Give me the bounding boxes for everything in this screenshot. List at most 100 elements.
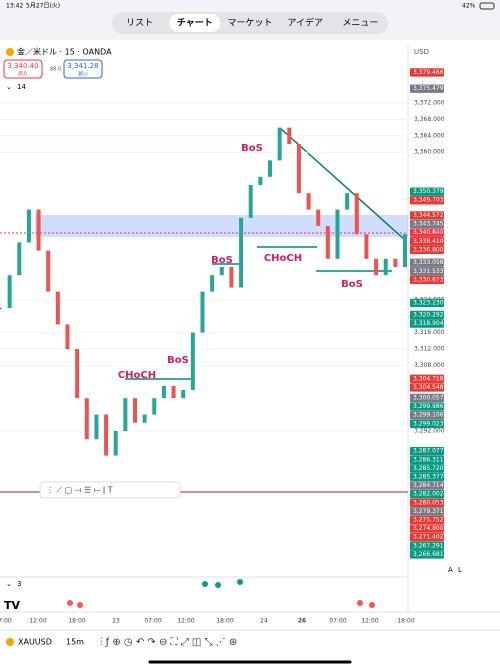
x-tick-label: 12:00	[177, 618, 194, 625]
y-tick-label: 3,368.000	[414, 116, 445, 123]
tab[interactable]: メニュー	[342, 19, 378, 29]
price-tag	[410, 187, 444, 196]
annotation: CHoCH	[118, 370, 156, 381]
price-tag	[410, 498, 444, 507]
candle	[171, 385, 176, 399]
collapse-chevron[interactable]: ⌄	[6, 83, 12, 91]
annotation: BoS	[211, 255, 233, 266]
candle	[46, 250, 51, 292]
price-tag-label: 3,285.377	[413, 473, 444, 480]
price-tag-label: 3,267.291	[413, 542, 444, 549]
price-tag	[410, 196, 444, 205]
candle	[113, 431, 118, 456]
candle	[142, 414, 147, 423]
tab[interactable]: アイデア	[287, 17, 323, 29]
price-tag-label: 3,304.548	[413, 384, 444, 391]
price-tag	[410, 402, 444, 411]
price-tag	[410, 245, 444, 255]
price-tag-label: 3,333.058	[413, 259, 444, 266]
toolbar-symbol[interactable]: XAUUSD	[18, 638, 52, 647]
candle	[36, 209, 41, 251]
tab[interactable]: リスト	[126, 19, 153, 29]
price-tag	[410, 507, 444, 516]
toolbar-icons[interactable]: ⫶ ƒ ⊕ ◷ ↶ ↷ ⊖ ⛶ ⤢ ◫ ⤡ ⋰ ⊛	[100, 637, 237, 648]
x-tick-label: 7:00	[0, 618, 12, 625]
toolbar-interval[interactable]: 15m	[66, 638, 84, 647]
price-tag	[410, 393, 444, 403]
candle	[219, 267, 224, 276]
log-scale[interactable]: L	[458, 566, 462, 574]
candle	[316, 209, 321, 226]
pane-chevron[interactable]: ⌄	[6, 580, 12, 588]
status-time: 13:42	[6, 3, 23, 10]
signal-dot	[237, 579, 243, 585]
price-tag-label: 3,323.230	[413, 299, 444, 306]
spread: 88.0	[50, 67, 61, 73]
candle	[94, 414, 99, 440]
price-tag	[410, 524, 444, 533]
candle	[55, 291, 60, 325]
price-tag-label: 3,299.986	[413, 403, 444, 410]
sell-button[interactable]	[3, 59, 43, 79]
tab[interactable]: チャート	[177, 18, 213, 29]
price-tag	[410, 419, 444, 428]
drawing-tools[interactable]: ⋮ ⟋ ▢ ⟞ ☰ ⟝ ǀ T	[46, 486, 113, 495]
buy-button[interactable]	[63, 59, 103, 79]
candle	[277, 127, 282, 161]
price-tag	[410, 532, 444, 542]
price-tag-label: 3,350.379	[413, 188, 444, 195]
price-tag-label: 3,349.703	[413, 197, 444, 204]
candle	[152, 398, 157, 415]
candle	[268, 160, 272, 177]
buy-price: 3,341.28	[67, 62, 98, 70]
sell-price: 3,340.40	[7, 62, 38, 70]
candle	[190, 332, 195, 390]
candle	[200, 291, 205, 333]
tab[interactable]: マーケット	[227, 18, 272, 29]
price-tag	[410, 310, 444, 320]
price-tag-label: 3,330.673	[413, 276, 444, 283]
y-tick-label: 3,312.000	[414, 346, 445, 353]
price-tag	[410, 489, 444, 499]
symbol-icon	[6, 48, 14, 56]
candle	[306, 193, 311, 210]
candle	[354, 193, 359, 235]
status-battery: 42%	[462, 3, 476, 10]
candle	[393, 258, 398, 267]
price-tag-label: 3,375.479	[413, 85, 444, 92]
buy-label: 買い	[78, 72, 88, 78]
price-tag	[410, 298, 444, 308]
candle	[374, 258, 379, 276]
candle	[181, 390, 186, 399]
candle	[383, 258, 388, 276]
indicator-count: 14	[17, 83, 26, 91]
candle	[26, 209, 31, 243]
price-tag-label: 3,300.057	[413, 394, 444, 401]
candle	[335, 209, 340, 259]
price-tag	[410, 267, 444, 276]
candle	[296, 144, 301, 194]
price-tag	[410, 464, 444, 473]
x-tick-label: 18:00	[68, 618, 85, 625]
candle	[258, 176, 263, 185]
symbol-title[interactable]: 金／米ドル · 15 · OANDA	[17, 47, 112, 57]
signal-dot	[357, 600, 363, 606]
sell-label: 売り	[18, 71, 28, 78]
candle	[133, 398, 137, 423]
price-tag	[410, 541, 444, 550]
auto-scale[interactable]: A	[448, 566, 453, 574]
candle	[248, 185, 253, 218]
price-tag	[410, 472, 444, 482]
candle	[239, 217, 244, 288]
price-tag-label: 3,340.840	[413, 229, 444, 236]
price-tag	[410, 258, 444, 267]
y-tick-label: 3,308.000	[414, 362, 445, 369]
price-tag-label: 3,280.053	[413, 499, 444, 506]
annotation: BoS	[341, 279, 363, 290]
price-tag	[410, 550, 444, 559]
candle	[17, 242, 22, 276]
candle	[345, 193, 350, 210]
price-tag-label: 3,271.402	[413, 534, 444, 541]
price-tag-label: 3,344.572	[413, 212, 444, 219]
